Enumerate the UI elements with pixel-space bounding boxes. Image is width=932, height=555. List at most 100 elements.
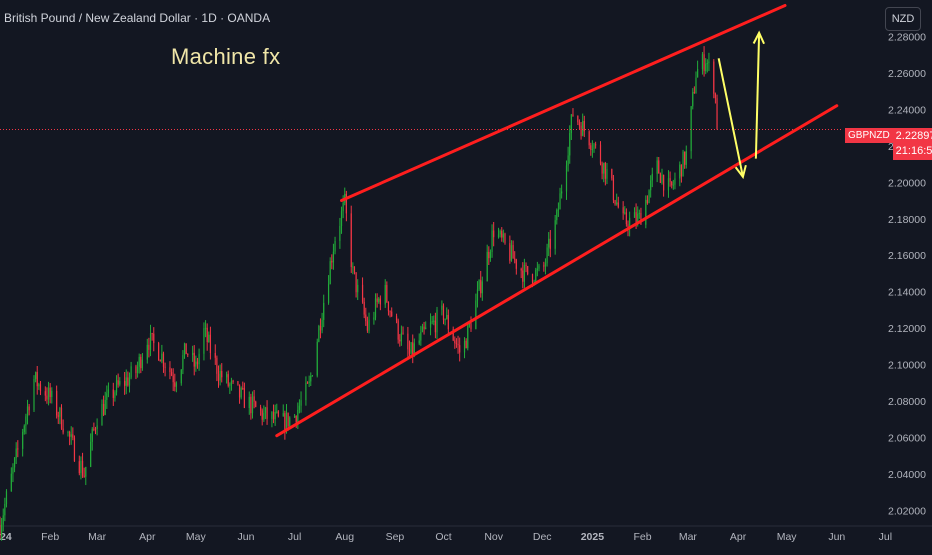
candle-body <box>708 61 710 64</box>
candle-body <box>465 340 467 349</box>
candle-body <box>565 165 568 192</box>
candle-body <box>140 356 142 369</box>
candle-body <box>310 375 312 382</box>
candle-body <box>334 240 336 252</box>
candle-body <box>442 305 445 321</box>
candle-body <box>672 184 674 186</box>
candle-body <box>413 343 415 355</box>
candle-body <box>548 238 550 248</box>
candle-body <box>342 202 344 212</box>
candle-body <box>379 298 381 305</box>
candle-body <box>117 380 119 385</box>
candle-body <box>399 339 401 342</box>
candle-body <box>62 428 64 433</box>
candle-body <box>250 396 252 414</box>
candle-body <box>114 392 116 398</box>
candle-body <box>684 151 686 165</box>
candle-body <box>601 163 603 174</box>
candle-body <box>127 377 129 386</box>
candle-body <box>289 417 291 427</box>
candle-body <box>674 178 676 185</box>
candle-body <box>259 406 262 411</box>
candle-body <box>83 475 85 477</box>
candle-body <box>488 251 490 259</box>
candle-body <box>327 284 330 303</box>
candle-body <box>716 98 718 130</box>
price-axis-panel[interactable] <box>842 0 932 550</box>
y-tick-label: 2.24000 <box>888 104 926 116</box>
candle-body <box>603 162 605 174</box>
x-tick-label: Aug <box>335 531 354 543</box>
y-tick-label: 2.18000 <box>888 214 926 226</box>
candle-body <box>502 233 504 238</box>
x-tick-label: Feb <box>634 531 652 543</box>
candle-body <box>697 69 699 78</box>
candle-body <box>255 401 257 407</box>
candle-body <box>633 212 636 218</box>
candle-body <box>682 151 684 177</box>
candle-body <box>203 328 205 354</box>
projection-arrow-shaft[interactable] <box>754 32 761 159</box>
candle-body <box>175 383 178 387</box>
channel-upper-line[interactable] <box>340 3 787 203</box>
candle-body <box>185 343 187 355</box>
projection-arrow-shaft[interactable] <box>717 58 744 178</box>
y-tick-label: 2.26000 <box>888 68 926 80</box>
candle-body <box>361 284 364 302</box>
candle-body <box>170 372 173 376</box>
candle-body <box>373 317 375 320</box>
candle-body <box>617 202 619 208</box>
candle-body <box>651 173 653 181</box>
candle-body <box>106 393 108 400</box>
candle-body <box>276 411 278 413</box>
candle-body <box>386 285 388 302</box>
symbol-title: British Pound / New Zealand Dollar · 1D … <box>4 11 271 25</box>
candle-body <box>128 377 131 386</box>
candle-body <box>56 390 58 416</box>
candle-body <box>23 425 25 432</box>
candle-body <box>68 432 71 437</box>
candle-body <box>624 212 626 214</box>
candle-body <box>96 425 98 429</box>
candle-body <box>261 410 263 420</box>
candle-body <box>331 261 333 263</box>
candle-body <box>391 311 393 317</box>
y-tick-label: 2.04000 <box>888 469 926 481</box>
candle-body <box>4 504 6 516</box>
candle-body <box>501 230 503 238</box>
candle-body <box>444 318 446 321</box>
x-tick-label: Oct <box>435 531 451 543</box>
candle-body <box>622 207 624 214</box>
candle-body <box>695 77 697 94</box>
annotation-label: Machine fx <box>171 44 281 69</box>
candle-body <box>253 396 255 402</box>
candle-body <box>1 524 3 536</box>
candle-body <box>57 415 59 417</box>
candle-body <box>187 354 189 356</box>
candle-body <box>509 243 511 261</box>
candle-body <box>679 164 681 179</box>
candle-body <box>277 411 279 417</box>
last-price-tag: GBPNZD 2.22897 21:16:55 <box>845 128 932 160</box>
candle-body <box>570 114 572 134</box>
candle-body <box>67 432 69 434</box>
x-tick-label: Mar <box>88 531 107 543</box>
candle-body <box>544 263 547 267</box>
candle-body <box>614 200 616 205</box>
candle-body <box>193 352 195 367</box>
currency-button[interactable]: NZD <box>885 7 921 31</box>
projection-arrow-head <box>752 30 765 45</box>
candle-body <box>650 180 652 191</box>
candle-body <box>73 437 76 462</box>
candle-body <box>457 343 459 346</box>
channel-lower-line[interactable] <box>275 104 839 438</box>
candle-body <box>60 407 63 429</box>
candle-body <box>447 315 449 330</box>
candle-body <box>306 382 309 384</box>
candle-body <box>412 342 414 355</box>
candle-body <box>648 190 650 204</box>
candle-body <box>459 345 461 353</box>
candle-body <box>580 125 582 136</box>
